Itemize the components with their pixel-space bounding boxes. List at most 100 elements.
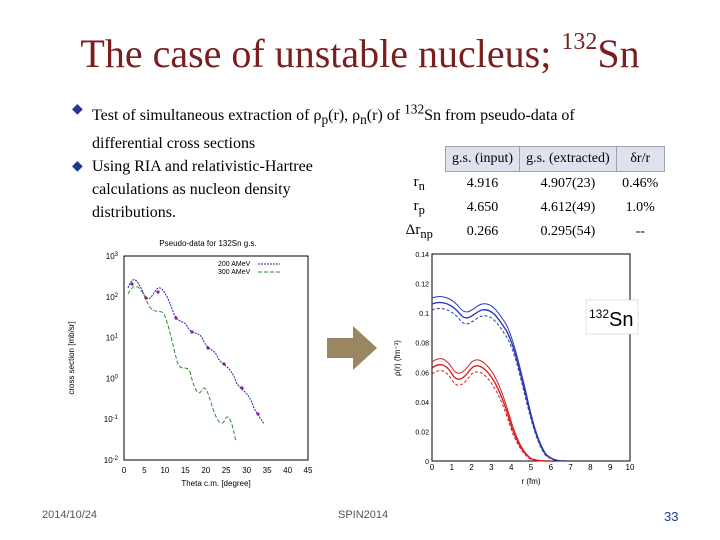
legend-label-200: 200 AMeV	[218, 261, 251, 268]
density-x-label: r (fm)	[521, 477, 540, 486]
data-point	[222, 362, 226, 366]
table-cell: 4.650	[466, 200, 499, 215]
table-row: rp 4.650 4.612(49) 1.0%	[393, 196, 664, 220]
title-mass-number: 132	[561, 28, 598, 55]
x-tick-label: 3	[489, 463, 494, 472]
data-point	[144, 296, 148, 300]
table-header-cell: g.s. (extracted)	[519, 146, 617, 172]
table-header-row: g.s. (input) g.s. (extracted) δr/r	[393, 146, 665, 172]
table-header-cell: g.s. (input)	[444, 146, 521, 172]
x-tick-label: 7	[568, 463, 573, 472]
y-tick-label: 100	[106, 374, 119, 383]
x-tick-label: 1	[450, 463, 455, 472]
table-header-cell: δr/r	[615, 146, 665, 172]
x-tick-label: 40	[283, 466, 292, 475]
data-point	[190, 330, 194, 334]
data-point	[240, 386, 244, 390]
footer-date: 2014/10/24	[42, 509, 98, 521]
y-ticks: 0 0.02 0.04 0.06 0.08 0.1 0.12 0.14	[415, 252, 429, 466]
y-tick-label: 10-2	[104, 456, 119, 465]
x-tick-label: 8	[588, 463, 593, 472]
x-tick-label: 10	[160, 466, 169, 475]
diamond-bullet-icon: ◆	[72, 158, 83, 174]
y-tick-label: 0.06	[415, 370, 429, 377]
neutron-lower-line	[431, 307, 567, 462]
x-tick-label: 0	[122, 466, 127, 475]
x-tick-label: 45	[304, 466, 313, 475]
density-y-label: ρ(r) (fm⁻³)	[393, 340, 402, 376]
cross-section-y-label: cross section [mb/sr]	[67, 321, 76, 394]
x-tick-label: 9	[608, 463, 613, 472]
table-cell: 1.0%	[625, 200, 655, 215]
table-cell: --	[635, 224, 645, 239]
x-tick-label: 5	[142, 466, 147, 475]
page-number: 33	[664, 509, 679, 524]
table-row: Δrnp 0.266 0.295(54) --	[393, 220, 664, 244]
neutron-central-line	[431, 301, 567, 462]
plot-frame	[123, 255, 309, 461]
x-tick-label: 15	[181, 466, 190, 475]
data-point	[156, 290, 160, 294]
legend-label-300: 300 AMeV	[218, 269, 251, 276]
proton-central-line	[431, 363, 553, 462]
x-tick-label: 4	[509, 463, 514, 472]
row-label: rp	[413, 198, 425, 217]
bullet-item: ◆ Test of simultaneous extraction of ρp(…	[72, 98, 622, 155]
x-tick-label: 5	[529, 463, 534, 472]
cross-section-x-label: Theta c.m. [degree]	[181, 479, 250, 488]
x-tick-label: 6	[549, 463, 554, 472]
series-200-line	[127, 279, 265, 425]
y-tick-label: 103	[106, 252, 119, 261]
footer-venue: SPIN2014	[338, 509, 389, 521]
cross-section-plot-title: Pseudo-data for 132Sn g.s.	[159, 239, 256, 248]
x-ticks: 0 5 10 15 20 25 30 35 40 45	[122, 466, 313, 475]
x-tick-label: 10	[626, 463, 635, 472]
table-cell: 4.916	[466, 176, 499, 191]
title-main: The case of unstable nucleus;	[80, 31, 562, 76]
x-tick-label: 35	[263, 466, 272, 475]
plot-frame	[431, 253, 631, 462]
results-table: g.s. (input) g.s. (extracted) δr/r rn 4.…	[393, 146, 665, 244]
table-cell: 0.295(54)	[540, 224, 596, 239]
title-element: Sn	[597, 31, 640, 76]
data-points	[130, 282, 260, 416]
proton-lower-line	[431, 370, 553, 462]
legend: 200 AMeV 300 AMeV	[218, 261, 280, 276]
x-tick-label: 25	[222, 466, 231, 475]
table-cell: 0.46%	[622, 176, 659, 191]
y-tick-label: 0.02	[415, 429, 429, 436]
row-label: Δrnp	[405, 222, 433, 241]
row-label: rn	[413, 173, 425, 193]
x-tick-label: 20	[201, 466, 210, 475]
y-tick-label: 0.12	[415, 282, 429, 289]
table-header-cell	[393, 147, 446, 172]
table-cell: 4.612(49)	[540, 200, 596, 215]
y-tick-label: 101	[106, 334, 119, 343]
data-point	[130, 282, 134, 286]
y-tick-label: 0.14	[415, 252, 429, 259]
density-plot: 0 1 2 3 4 5 6 7 8 9 10 0 0.02 0.04 0.06 …	[393, 252, 639, 486]
y-tick-label: 0.08	[415, 341, 429, 348]
table-cell: 4.907(23)	[540, 176, 596, 191]
cross-section-plot: Pseudo-data for 132Sn g.s. 0 5 10 15 20 …	[67, 239, 313, 488]
table-row: rn 4.916 4.907(23) 0.46%	[393, 172, 664, 197]
x-tick-label: 30	[242, 466, 251, 475]
nucleus-label-box	[585, 299, 639, 335]
y-tick-label: 0	[425, 459, 429, 466]
bullet-text: Test of simultaneous extraction of ρp(r)…	[92, 102, 575, 152]
right-arrow-icon	[327, 326, 377, 370]
x-tick-label: 0	[430, 463, 435, 472]
series-300-line	[127, 285, 237, 443]
y-tick-label: 0.1	[419, 311, 429, 318]
bullet-list: ◆ Test of simultaneous extraction of ρp(…	[72, 98, 632, 224]
y-tick-label: 10-1	[104, 415, 119, 424]
data-point	[206, 346, 210, 350]
y-tick-label: 102	[106, 293, 119, 302]
data-point	[256, 412, 260, 416]
diamond-bullet-icon: ◆	[72, 102, 83, 117]
bullet-item: ◆ Using RIA and relativistic-Hartree cal…	[72, 155, 362, 224]
data-point	[174, 316, 178, 320]
neutron-upper-line	[431, 295, 567, 462]
y-tick-label: 0.04	[415, 400, 429, 407]
nucleus-label: 132Sn	[589, 307, 634, 331]
